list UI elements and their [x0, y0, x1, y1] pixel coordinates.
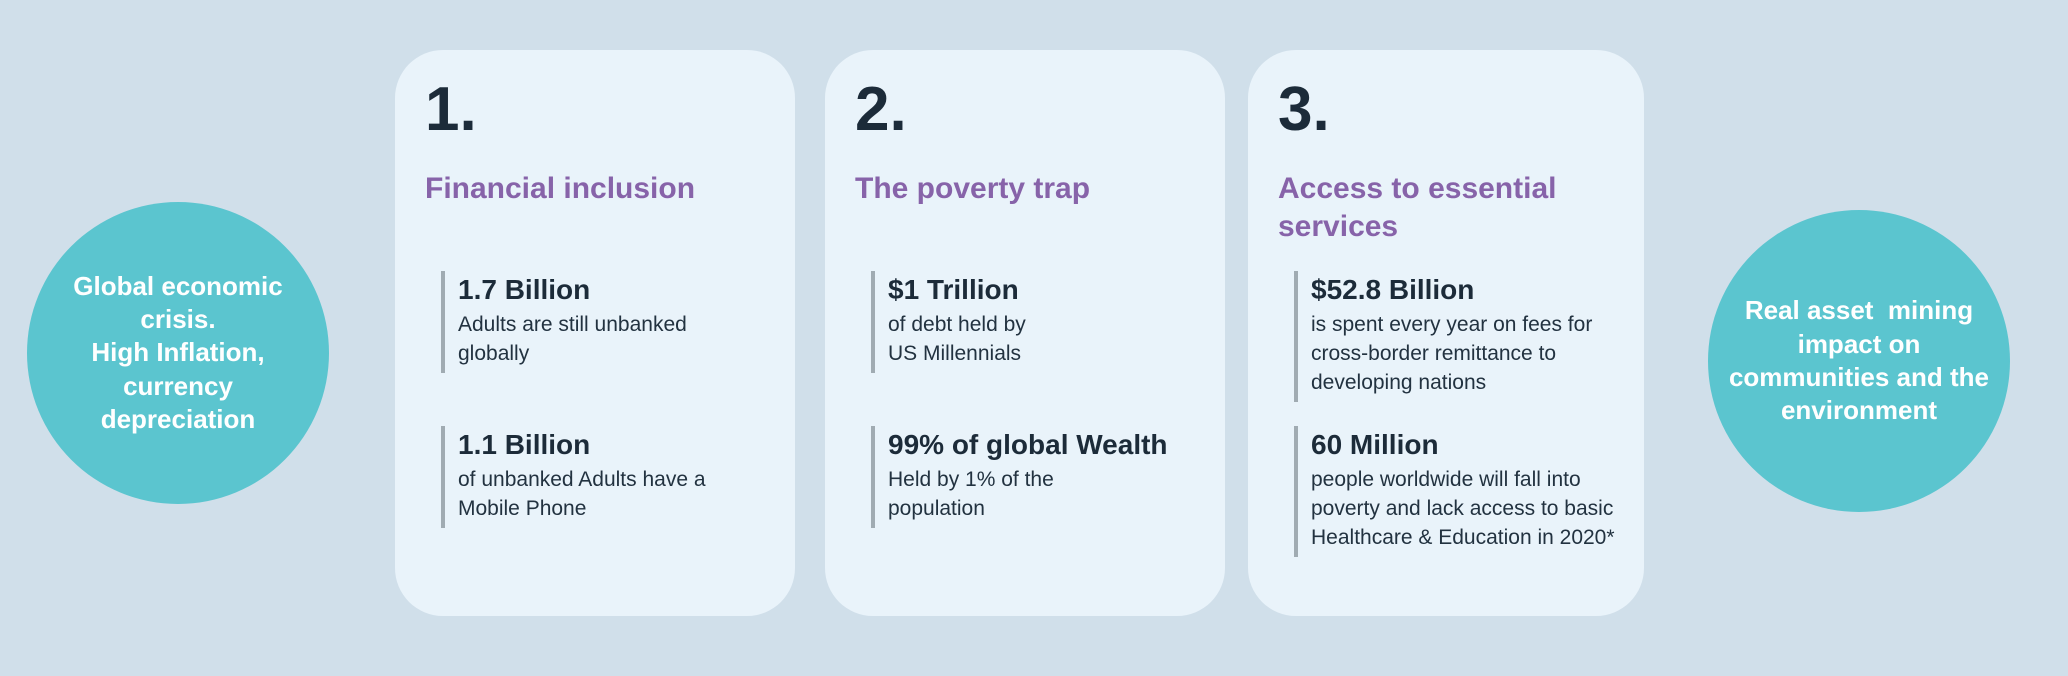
stat-value: 1.1 Billion [458, 429, 591, 460]
card-title: The poverty trap [855, 172, 1091, 205]
stat-description: of unbanked Adults have a Mobile Phone [458, 467, 706, 520]
right-bubble-text: Real asset mining impact on communities … [1728, 295, 1990, 426]
stat-value: $52.8 Billion [1311, 274, 1475, 305]
stat-block: $52.8 Billion is spent every year on fee… [1294, 271, 1641, 402]
stat-block: $1 Trillion of debt held by US Millennia… [871, 271, 1218, 373]
card-title: Access to essential services [1278, 172, 1557, 244]
stat-block: 99% of global Wealth Held by 1% of the p… [871, 426, 1218, 528]
card-title: Financial inclusion [425, 172, 696, 205]
stat-description: Held by 1% of the population [888, 467, 1054, 520]
card-access-essential-services: 3. Access to essential services $52.8 Bi… [1248, 50, 1644, 616]
right-bubble: Real asset mining impact on communities … [1708, 210, 2010, 512]
card-number: 1. [425, 75, 477, 144]
card-poverty-trap: 2. The poverty trap $1 Trillion of debt … [825, 50, 1225, 616]
left-bubble-text: Global economic crisis. High Inflation, … [73, 270, 283, 434]
card-number: 3. [1278, 75, 1330, 144]
left-bubble: Global economic crisis. High Inflation, … [27, 202, 329, 504]
stat-block: 60 Million people worldwide will fall in… [1294, 426, 1641, 557]
stat-block: 1.1 Billion of unbanked Adults have a Mo… [441, 426, 788, 528]
stat-description: people worldwide will fall into poverty … [1311, 467, 1615, 549]
stat-value: 99% of global Wealth [888, 429, 1168, 460]
stat-value: 60 Million [1311, 429, 1439, 460]
stat-value: 1.7 Billion [458, 274, 591, 305]
card-number: 2. [855, 75, 907, 144]
stat-description: is spent every year on fees for cross-bo… [1311, 312, 1593, 394]
stat-description: Adults are still unbanked globally [458, 312, 687, 365]
stat-block: 1.7 Billion Adults are still unbanked gl… [441, 271, 788, 373]
stat-value: $1 Trillion [888, 274, 1019, 305]
stat-description: of debt held by US Millennials [888, 312, 1026, 365]
card-financial-inclusion: 1. Financial inclusion 1.7 Billion Adult… [395, 50, 795, 616]
